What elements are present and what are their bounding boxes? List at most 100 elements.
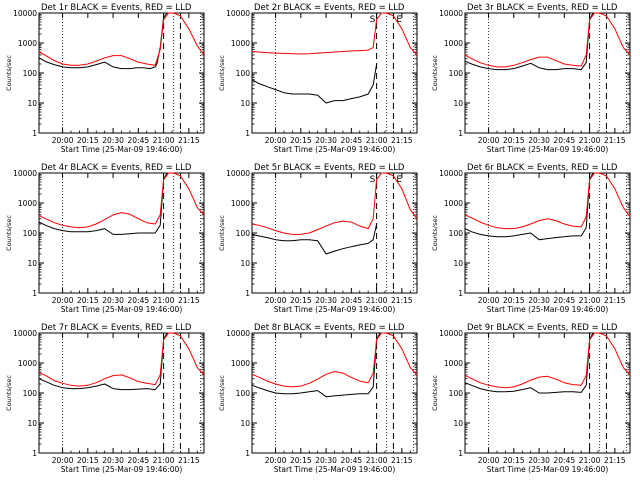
x-tick-label: 20:15 — [290, 136, 312, 145]
y-tick-label: 1000 — [231, 39, 250, 48]
y-tick-label: 10000 — [439, 329, 463, 338]
y-tick-label: 100 — [449, 229, 464, 238]
x-tick-label: 21:00 — [579, 136, 601, 145]
x-tick-label: 20:00 — [52, 296, 74, 305]
start-marker-label: S — [370, 175, 376, 185]
series-events — [464, 172, 594, 241]
y-tick-label: 1 — [458, 129, 463, 138]
y-axis-label: Counts/sec — [5, 375, 13, 411]
x-tick-label: 20:30 — [315, 456, 337, 465]
y-tick-label: 10000 — [13, 169, 37, 178]
y-tick-label: 100 — [236, 69, 251, 78]
x-tick-label: 20:15 — [77, 136, 99, 145]
y-tick-label: 1000 — [444, 359, 463, 368]
x-tick-label: 21:15 — [391, 136, 413, 145]
y-tick-label: 1 — [245, 449, 250, 458]
panel-6: Det 6r BLACK = Events, RED = LLD 1 10 100 10… — [431, 163, 631, 314]
series-events — [251, 223, 378, 255]
y-tick-label: 10000 — [13, 329, 37, 338]
y-tick-label: 1 — [245, 289, 250, 298]
x-tick-label: 20:15 — [77, 456, 99, 465]
x-tick-label: 20:30 — [315, 296, 337, 305]
panel-title: Det 8r BLACK = Events, RED = LLD — [254, 323, 405, 333]
x-tick-label: 21:15 — [604, 456, 626, 465]
y-tick-label: 1000 — [444, 199, 463, 208]
series-lld — [38, 172, 205, 229]
y-tick-label: 10 — [453, 419, 463, 428]
x-tick-label: 20:00 — [52, 456, 74, 465]
y-tick-label: 10000 — [226, 9, 250, 18]
y-tick-label: 10000 — [439, 9, 463, 18]
y-tick-label: 10 — [453, 99, 463, 108]
start-marker-label: S — [370, 15, 376, 25]
series-events — [464, 332, 594, 394]
panel-title: Det 2r BLACK = Events, RED = LLD — [254, 3, 405, 13]
y-tick-label: 1 — [458, 289, 463, 298]
y-tick-label: 10 — [240, 99, 250, 108]
end-marker-label: E — [396, 175, 402, 185]
x-tick-label: 20:30 — [102, 296, 124, 305]
panel-title: Det 6r BLACK = Events, RED = LLD — [467, 163, 618, 173]
y-tick-label: 1000 — [18, 199, 37, 208]
series-lld — [38, 12, 205, 66]
panel-2: Det 2r BLACK = Events, RED = LLD 1 10 100 10… — [218, 3, 418, 154]
y-axis-label: Counts/sec — [5, 215, 13, 251]
x-tick-label: 20:45 — [128, 136, 150, 145]
series-events — [251, 63, 378, 104]
x-axis-label: Start Time (25-Mar-09 19:46:00) — [61, 145, 183, 154]
series-events — [38, 12, 168, 70]
panel-title: Det 3r BLACK = Events, RED = LLD — [467, 3, 618, 13]
x-tick-label: 20:15 — [290, 456, 312, 465]
series-lld — [251, 332, 418, 388]
x-tick-label: 20:30 — [102, 456, 124, 465]
panel-title: Det 1r BLACK = Events, RED = LLD — [41, 3, 192, 13]
y-tick-label: 1000 — [18, 39, 37, 48]
x-tick-label: 20:15 — [290, 296, 312, 305]
x-tick-label: 21:00 — [153, 136, 175, 145]
y-axis-label: Counts/sec — [431, 375, 439, 411]
y-tick-label: 1000 — [231, 359, 250, 368]
x-tick-label: 20:45 — [128, 296, 150, 305]
y-tick-label: 100 — [23, 229, 38, 238]
y-tick-label: 10000 — [226, 169, 250, 178]
y-tick-label: 10 — [27, 99, 37, 108]
x-axis-label: Start Time (25-Mar-09 19:46:00) — [274, 465, 396, 474]
x-tick-label: 20:00 — [52, 136, 74, 145]
y-axis-label: Counts/sec — [431, 55, 439, 91]
y-tick-label: 1 — [32, 449, 37, 458]
panel-4: Det 4r BLACK = Events, RED = LLD 1 10 100 10… — [5, 163, 205, 314]
y-tick-label: 10000 — [226, 329, 250, 338]
x-tick-label: 20:00 — [478, 136, 500, 145]
y-axis-label: Counts/sec — [218, 215, 226, 251]
x-axis-label: Start Time (25-Mar-09 19:46:00) — [274, 305, 396, 314]
y-axis-label: Counts/sec — [431, 215, 439, 251]
panel-title: Det 4r BLACK = Events, RED = LLD — [41, 163, 192, 173]
y-tick-label: 100 — [236, 389, 251, 398]
series-events — [464, 12, 594, 71]
y-tick-label: 1000 — [231, 199, 250, 208]
x-tick-label: 20:30 — [102, 136, 124, 145]
y-tick-label: 10 — [240, 419, 250, 428]
x-axis-label: Start Time (25-Mar-09 19:46:00) — [61, 305, 183, 314]
x-tick-label: 21:15 — [391, 296, 413, 305]
x-tick-label: 20:15 — [503, 456, 525, 465]
y-tick-label: 1 — [245, 129, 250, 138]
y-tick-label: 10000 — [439, 169, 463, 178]
y-tick-label: 10000 — [13, 9, 37, 18]
x-tick-label: 20:30 — [528, 456, 550, 465]
series-events — [251, 332, 381, 398]
y-tick-label: 100 — [23, 389, 38, 398]
x-axis-label: Start Time (25-Mar-09 19:46:00) — [61, 465, 183, 474]
x-axis-label: Start Time (25-Mar-09 19:46:00) — [487, 145, 609, 154]
x-tick-label: 20:30 — [528, 136, 550, 145]
x-tick-label: 21:00 — [366, 296, 388, 305]
x-tick-label: 20:45 — [341, 136, 363, 145]
y-tick-label: 1 — [32, 289, 37, 298]
x-tick-label: 20:15 — [503, 136, 525, 145]
y-axis-label: Counts/sec — [218, 375, 226, 411]
panel-8: Det 8r BLACK = Events, RED = LLD 1 10 100 10… — [218, 323, 418, 474]
series-lld — [38, 332, 205, 387]
y-axis-label: Counts/sec — [5, 55, 13, 91]
x-tick-label: 21:15 — [178, 456, 200, 465]
series-lld — [251, 172, 418, 235]
